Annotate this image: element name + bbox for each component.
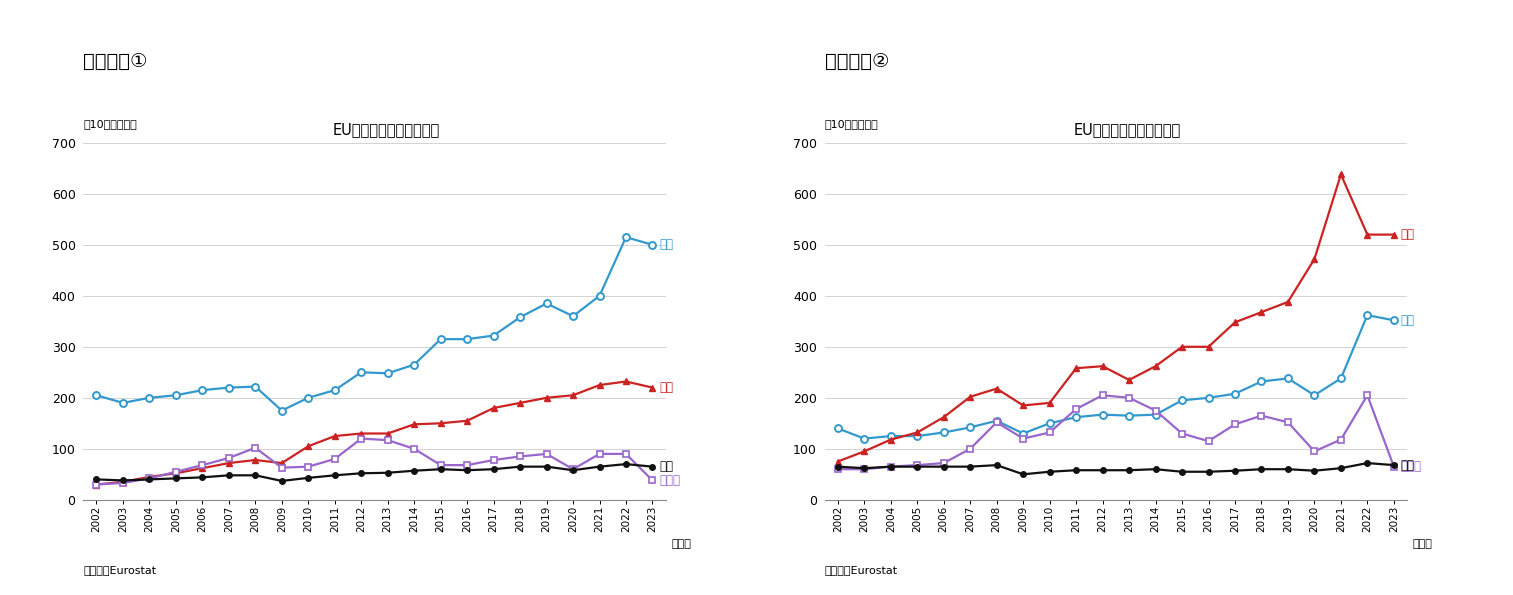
Text: 日本: 日本 — [660, 460, 673, 473]
Text: 米国: 米国 — [660, 239, 673, 251]
Text: （10億ユーロ）: （10億ユーロ） — [825, 118, 879, 129]
Text: 図表９－①: 図表９－① — [83, 52, 148, 71]
Title: EUの地域別輸入額の推移: EUの地域別輸入額の推移 — [1074, 123, 1182, 137]
Text: （資料）Eurostat: （資料）Eurostat — [83, 565, 156, 575]
Text: 米国: 米国 — [1401, 314, 1415, 327]
Text: （年）: （年） — [672, 538, 691, 549]
Text: 図表９－②: 図表９－② — [825, 52, 890, 71]
Text: 中国: 中国 — [1401, 228, 1415, 241]
Text: 日本: 日本 — [1401, 459, 1415, 472]
Text: （10億ユーロ）: （10億ユーロ） — [83, 118, 138, 129]
Text: ロシア: ロシア — [1401, 460, 1422, 473]
Text: ロシア: ロシア — [660, 474, 681, 487]
Title: EUの地域別輸出額の推移: EUの地域別輸出額の推移 — [333, 123, 440, 137]
Text: （資料）Eurostat: （資料）Eurostat — [825, 565, 897, 575]
Text: （年）: （年） — [1413, 538, 1433, 549]
Text: 中国: 中国 — [660, 381, 673, 394]
